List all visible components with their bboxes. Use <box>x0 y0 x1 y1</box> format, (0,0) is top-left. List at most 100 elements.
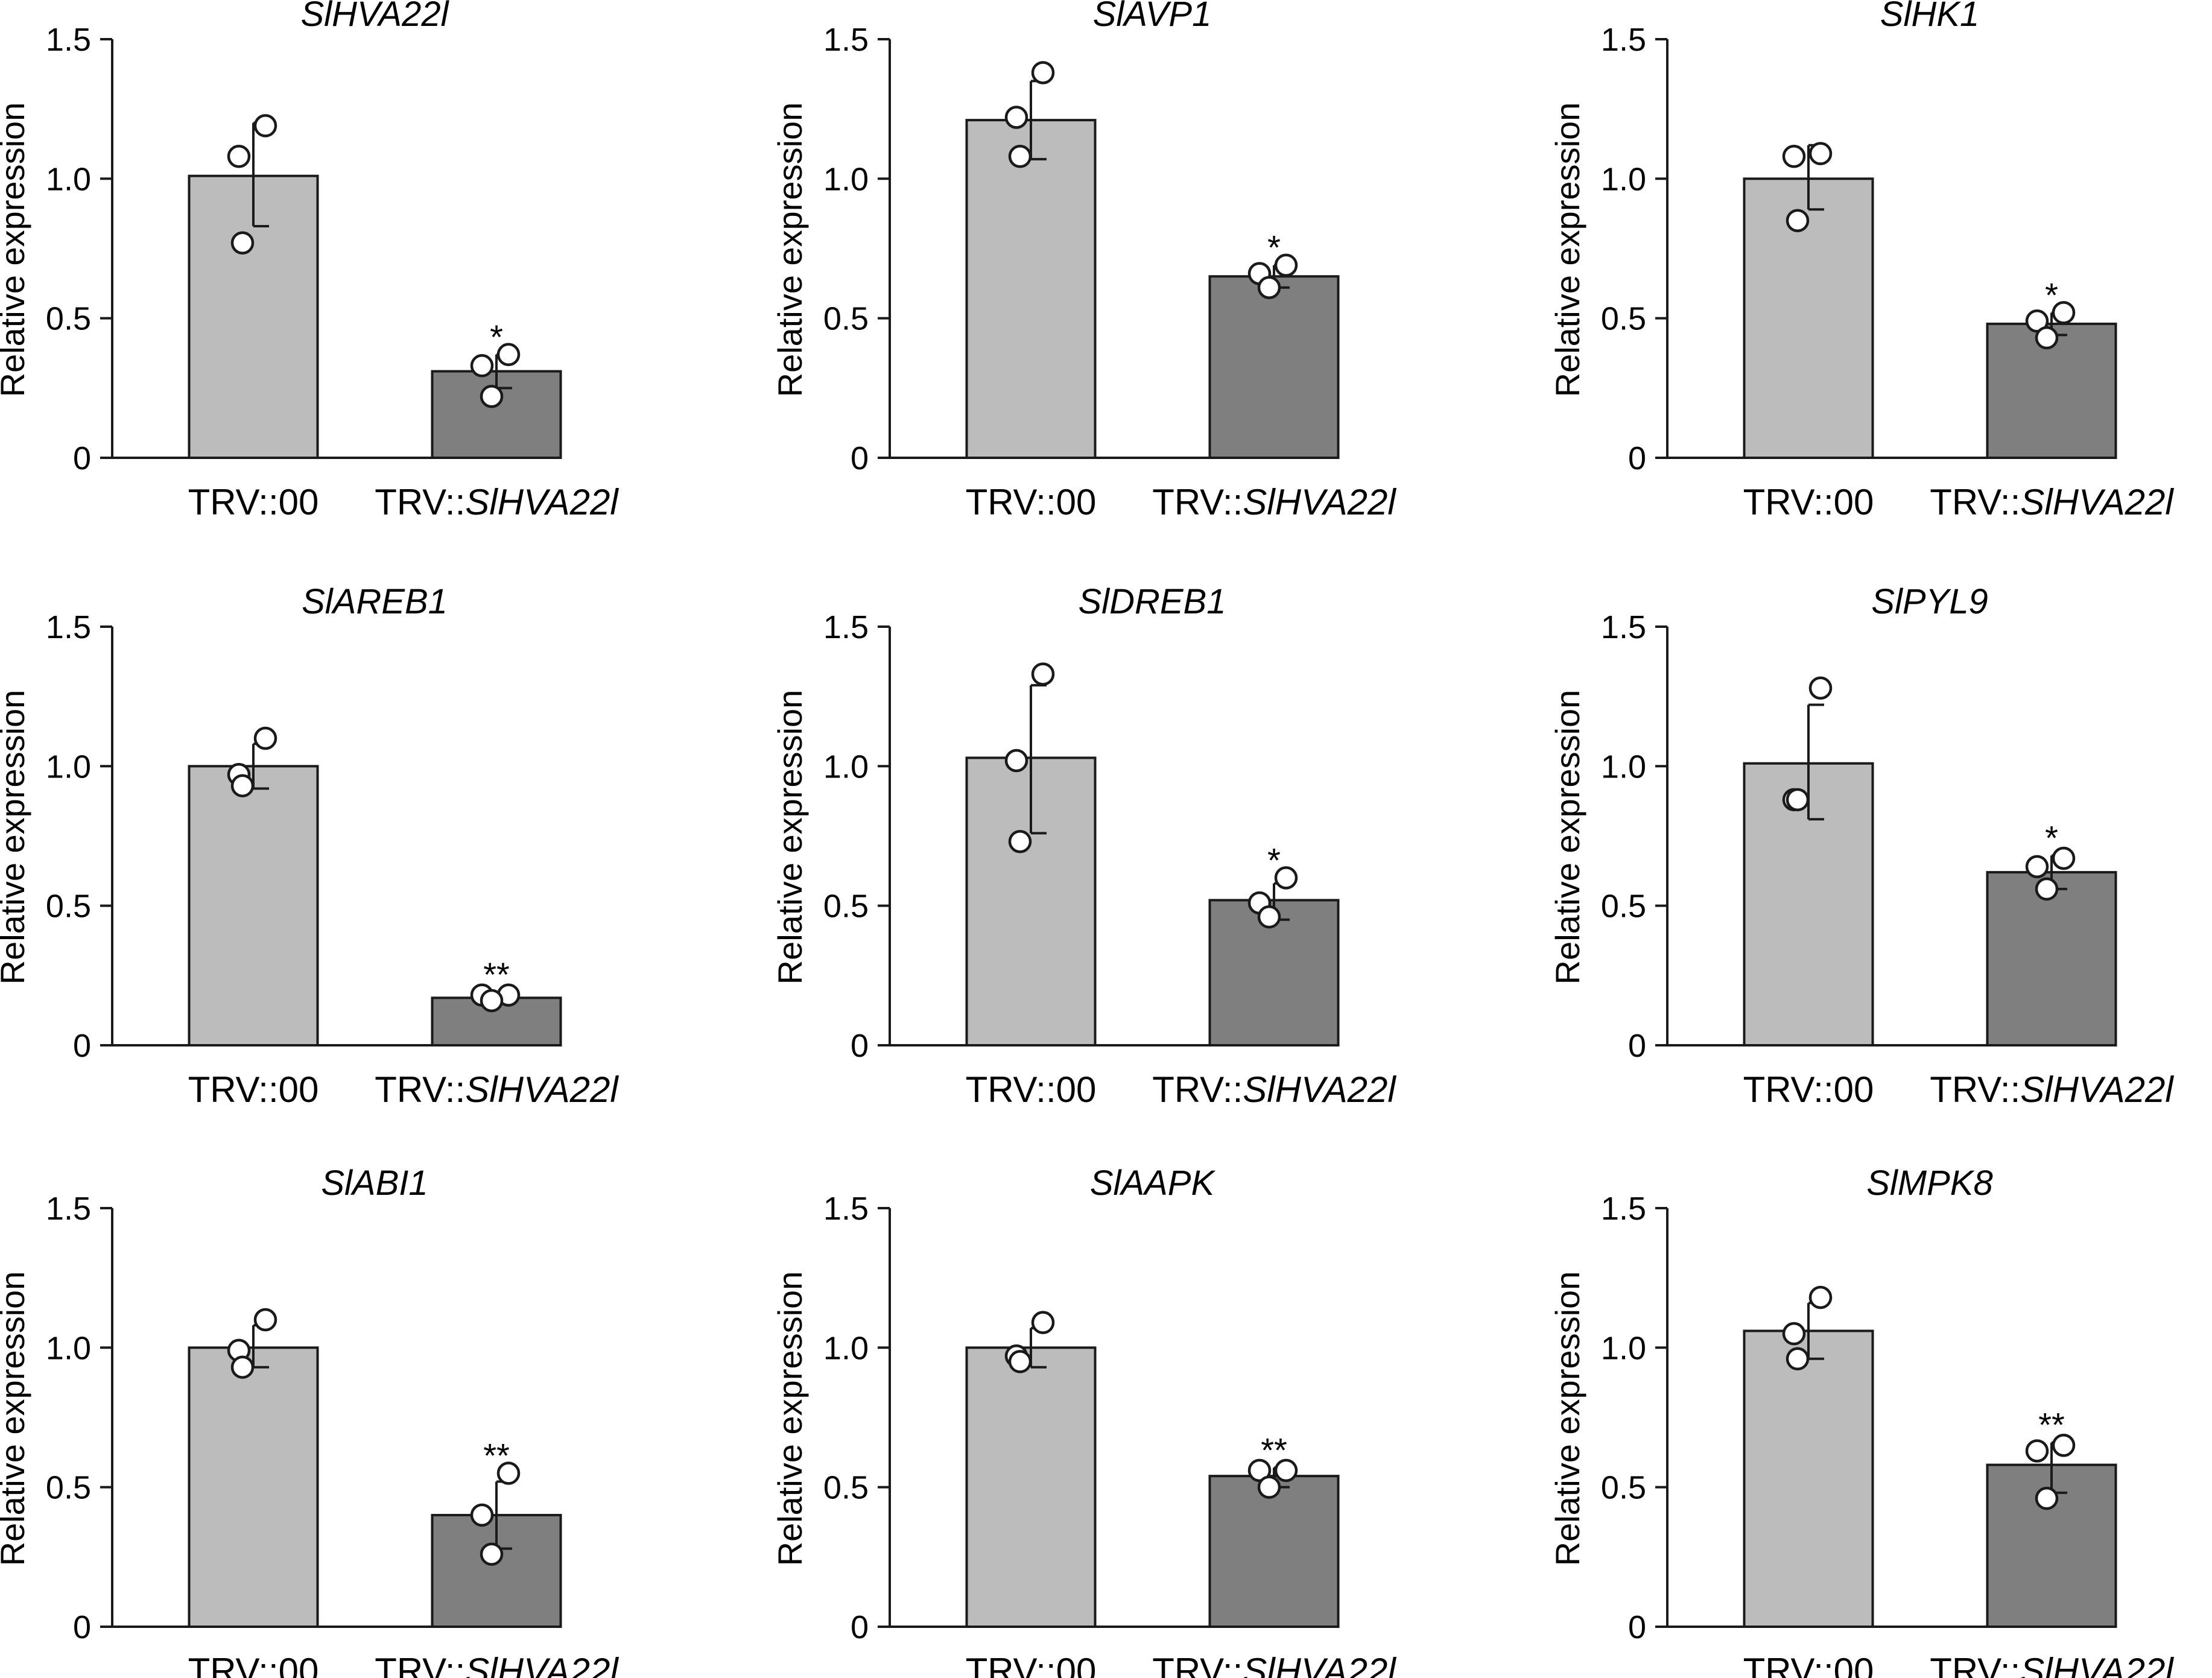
y-tick-label: 1.5 <box>46 22 91 58</box>
y-axis-label: Relative expression <box>771 690 809 985</box>
y-tick-label: 0.5 <box>823 301 869 337</box>
x-tick-prefix: TRV:: <box>188 482 279 522</box>
data-point <box>1274 1458 1298 1483</box>
chart-title: SlMPK8 <box>1866 1164 1993 1203</box>
significance-marker: ** <box>483 1437 510 1475</box>
data-point <box>230 774 255 797</box>
x-tick-label: TRV::00 <box>966 1069 1097 1110</box>
chart-title: SlHVA22l <box>300 0 449 34</box>
x-tick-gene: 00 <box>279 482 319 522</box>
y-tick-label: 1.5 <box>46 1191 91 1227</box>
bar-control <box>965 1346 1097 1629</box>
y-tick-label: 1.5 <box>1601 1191 1646 1227</box>
x-tick-label: TRV::SlHVA22l <box>375 1651 619 1678</box>
x-tick-gene: SlHVA22l <box>1243 1069 1396 1110</box>
significance-marker: * <box>490 318 503 356</box>
x-tick-label: TRV::SlHVA22l <box>1930 482 2174 522</box>
x-tick-gene: SlHVA22l <box>465 482 619 522</box>
data-point <box>230 231 255 255</box>
y-tick-label: 0.5 <box>1601 1470 1646 1506</box>
data-point <box>496 1461 521 1485</box>
data-point <box>1274 253 1298 277</box>
data-point <box>496 343 521 367</box>
x-tick-gene: 00 <box>1834 1651 1874 1678</box>
y-tick-label: 0.5 <box>1601 301 1646 337</box>
data-point <box>1031 1311 1055 1334</box>
y-tick-label: 0.5 <box>46 301 91 337</box>
x-tick-prefix: TRV:: <box>188 1069 279 1110</box>
y-tick-label: 1.5 <box>46 609 91 645</box>
x-tick-prefix: TRV:: <box>1152 482 1243 522</box>
y-tick-label: 0.5 <box>823 888 869 925</box>
y-tick-label: 1.0 <box>823 161 869 197</box>
x-tick-gene: 00 <box>1834 1069 1874 1110</box>
data-point <box>1782 145 1806 168</box>
significance-marker: ** <box>483 955 510 993</box>
x-tick-prefix: TRV:: <box>1743 1651 1834 1678</box>
data-point <box>1257 1475 1281 1499</box>
data-point <box>2052 301 2076 325</box>
x-tick-gene: 00 <box>1056 482 1097 522</box>
data-point <box>2035 877 2059 901</box>
data-point <box>1008 829 1032 853</box>
x-tick-gene: 00 <box>1834 482 1874 522</box>
x-tick-gene: SlHVA22l <box>465 1651 619 1678</box>
significance-marker: * <box>2045 276 2058 314</box>
y-tick-label: 1.0 <box>823 749 869 785</box>
bar-control <box>965 119 1097 459</box>
data-point <box>470 354 494 378</box>
chart-title: SlABI1 <box>321 1164 428 1203</box>
x-tick-gene: 00 <box>279 1069 319 1110</box>
x-tick-prefix: TRV:: <box>966 1069 1056 1110</box>
y-tick-label: 0 <box>73 440 91 476</box>
y-tick-label: 1.0 <box>46 749 91 785</box>
y-tick-label: 0 <box>851 1028 869 1064</box>
data-point <box>2035 326 2059 350</box>
y-axis-label: Relative expression <box>771 1271 809 1566</box>
data-point <box>2052 1433 2076 1457</box>
x-tick-label: TRV::00 <box>188 482 319 522</box>
y-tick-label: 1.5 <box>1601 22 1646 58</box>
y-tick-label: 0.5 <box>823 1470 869 1506</box>
data-point <box>1031 61 1055 84</box>
significance-marker: * <box>2045 818 2058 856</box>
y-axis-label: Relative expression <box>1548 103 1586 397</box>
y-tick-label: 0.5 <box>46 888 91 925</box>
chart-title: SlAVP1 <box>1093 0 1212 34</box>
chart-panel-8: 0 0.5 1.0 1.5 Relative expression SlMPK8 ** TRV… <box>1548 1164 2174 1678</box>
data-point <box>1008 1350 1032 1373</box>
chart-panel-5: 0 0.5 1.0 1.5 Relative expression SlPYL9 * TRV:… <box>1548 582 2174 1110</box>
chart-panel-1: 0 0.5 1.0 1.5 Relative expression SlAVP1 * TRV:… <box>771 0 1396 522</box>
data-point <box>2052 846 2076 870</box>
x-tick-gene: SlHVA22l <box>2020 1651 2174 1678</box>
data-point <box>1257 276 1281 300</box>
chart-panel-4: 0 0.5 1.0 1.5 Relative expression SlDREB1 * TRV… <box>771 582 1396 1110</box>
y-tick-label: 0 <box>73 1028 91 1064</box>
bar-treated <box>1208 275 1340 459</box>
y-axis-label: Relative expression <box>1548 690 1586 985</box>
x-tick-prefix: TRV:: <box>375 482 465 522</box>
chart-title: SlHK1 <box>1880 0 1979 34</box>
y-tick-label: 1.0 <box>1601 161 1646 197</box>
chart-panel-6: 0 0.5 1.0 1.5 Relative expression SlABI1 ** TRV… <box>0 1164 619 1678</box>
y-tick-label: 1.0 <box>1601 1330 1646 1366</box>
y-axis-label: Relative expression <box>0 1271 31 1566</box>
bar-control <box>188 1346 319 1629</box>
y-tick-label: 0 <box>1628 440 1646 476</box>
data-point <box>2025 309 2049 333</box>
y-tick-label: 0 <box>1628 1609 1646 1645</box>
x-tick-prefix: TRV:: <box>375 1069 465 1110</box>
data-point <box>470 1503 494 1527</box>
data-point <box>253 114 277 138</box>
data-point <box>1004 106 1028 129</box>
x-tick-gene: 00 <box>279 1651 319 1678</box>
chart-panel-7: 0 0.5 1.0 1.5 Relative expression SlAAPK ** TRV… <box>771 1164 1396 1678</box>
data-point <box>253 1308 277 1332</box>
x-tick-gene: 00 <box>1056 1069 1097 1110</box>
x-tick-label: TRV::SlHVA22l <box>1152 1069 1396 1110</box>
chart-panel-3: 0 0.5 1.0 1.5 Relative expression SlAREB1 ** TR… <box>0 582 619 1110</box>
y-tick-label: 0 <box>73 1609 91 1645</box>
data-point <box>2035 1486 2059 1510</box>
x-tick-gene: SlHVA22l <box>465 1069 619 1110</box>
y-tick-label: 0 <box>851 1609 869 1645</box>
